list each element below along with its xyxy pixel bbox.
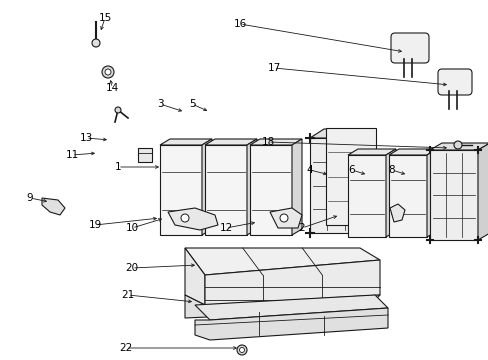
Circle shape [102,66,114,78]
Circle shape [105,69,111,75]
Text: 13: 13 [79,133,92,143]
Polygon shape [160,145,202,235]
FancyBboxPatch shape [390,33,428,63]
Polygon shape [429,143,488,150]
FancyBboxPatch shape [437,69,471,95]
Text: 2: 2 [298,223,305,233]
Circle shape [181,214,189,222]
Text: 15: 15 [98,13,111,23]
Text: 8: 8 [388,165,394,175]
Circle shape [237,345,246,355]
Polygon shape [388,149,436,155]
Polygon shape [249,145,291,235]
Polygon shape [246,139,257,235]
Text: 11: 11 [65,150,79,160]
Text: 1: 1 [115,162,121,172]
Text: 12: 12 [219,223,232,233]
Polygon shape [168,208,218,230]
Polygon shape [249,139,302,145]
Text: 19: 19 [88,220,102,230]
Text: 16: 16 [233,19,246,29]
Polygon shape [160,139,212,145]
Polygon shape [347,155,385,237]
Circle shape [239,347,244,352]
Polygon shape [309,138,361,233]
Polygon shape [202,139,212,235]
Text: 4: 4 [306,165,313,175]
Text: 18: 18 [261,137,274,147]
Polygon shape [204,139,257,145]
Polygon shape [42,198,65,215]
Text: 5: 5 [188,99,195,109]
Polygon shape [184,248,204,305]
Polygon shape [361,129,375,233]
Text: 22: 22 [119,343,132,353]
Text: 14: 14 [105,83,119,93]
Polygon shape [388,155,426,237]
Text: 20: 20 [125,263,138,273]
Polygon shape [325,128,375,225]
Text: 17: 17 [267,63,280,73]
Polygon shape [477,143,488,240]
Polygon shape [184,248,379,275]
Polygon shape [269,208,302,228]
Polygon shape [429,150,477,240]
Circle shape [453,141,461,149]
Polygon shape [347,149,395,155]
Polygon shape [195,295,387,320]
Text: 3: 3 [156,99,163,109]
Polygon shape [195,308,387,340]
Polygon shape [204,145,246,235]
Circle shape [92,39,100,47]
Polygon shape [138,148,152,162]
Polygon shape [389,204,404,222]
Text: 6: 6 [348,165,355,175]
Polygon shape [291,139,302,235]
Polygon shape [204,260,379,310]
Circle shape [280,214,287,222]
Polygon shape [184,295,379,318]
Text: 10: 10 [125,223,138,233]
Text: 9: 9 [27,193,33,203]
Text: 21: 21 [121,290,134,300]
Polygon shape [385,149,395,237]
Polygon shape [426,149,436,237]
Polygon shape [309,129,375,138]
Circle shape [115,107,121,113]
